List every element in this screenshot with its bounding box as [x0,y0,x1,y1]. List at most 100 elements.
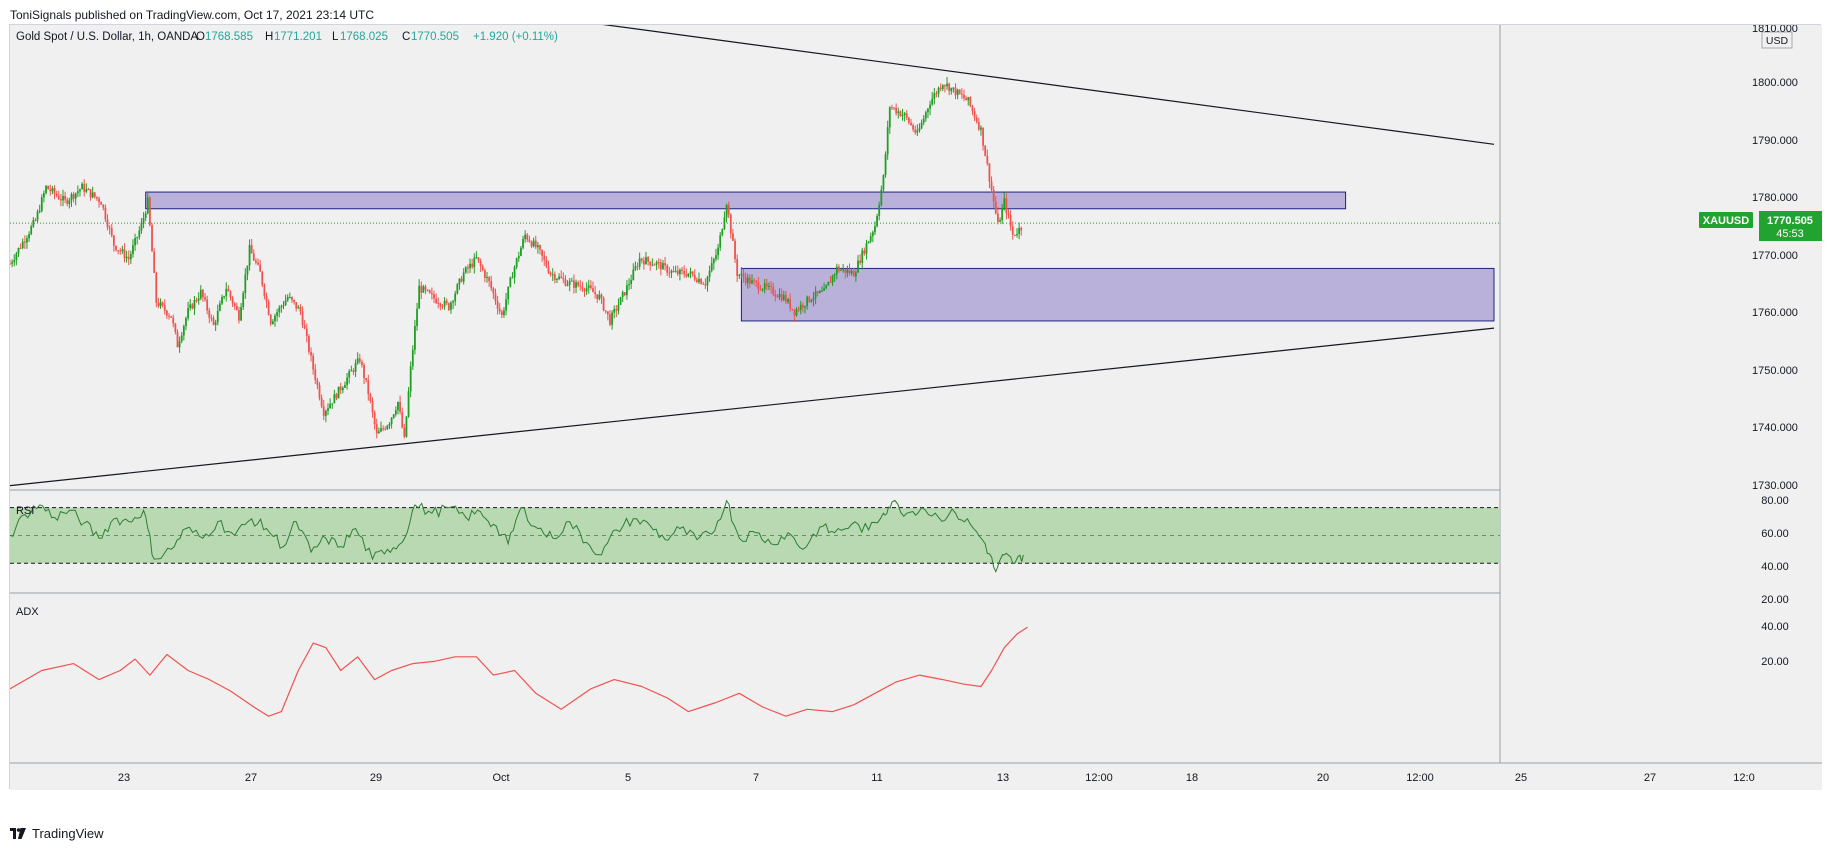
candle-body [581,286,584,290]
candle-body [388,424,391,426]
candle-body [812,298,815,301]
candle-body [59,199,62,201]
candle-body [23,241,26,243]
candle-body [199,289,202,299]
candle-body [530,241,533,247]
candle-body [742,273,745,278]
candle-body [944,85,946,87]
candle-body [479,260,482,267]
candle-body [520,247,522,256]
candle-body [132,245,134,255]
candle-body [142,218,145,224]
candle-body [193,299,196,309]
candle-body [197,298,200,301]
candle-body [191,304,194,309]
candle-body [271,321,274,324]
candle-body [437,302,440,304]
candle-body [912,125,915,130]
candle-body [838,266,840,271]
candle-body [874,226,876,233]
adx-tick: 40.00 [1761,621,1789,633]
candle-body [324,410,327,416]
candle-body [628,284,630,286]
candle-body [539,245,541,250]
candle-body [878,204,881,216]
candle-body [789,299,792,309]
candle-body [104,207,107,220]
candle-body [793,309,796,316]
candle-body [655,262,658,265]
candle-body [445,300,448,304]
candle-body [859,260,862,264]
candle-body [225,288,228,297]
chart-canvas[interactable]: Gold Spot / U.S. Dollar, 1h, OANDA O 176… [10,25,1822,790]
candle-body [844,268,847,273]
candle-body [267,301,270,315]
candle-body [263,284,266,297]
candle-body [791,308,794,310]
candle-body [182,326,185,336]
candle-body [208,310,211,318]
candle-body [920,122,923,129]
adx-line [10,626,1028,717]
candle-body [543,255,546,260]
candle-body [662,263,664,270]
last-price-labels: XAUUSD 1770.505 45:53 [1699,211,1822,241]
tradingview-brand-label: TradingView [32,826,104,841]
candle-body [558,276,560,279]
candle-body [893,107,895,109]
candle-body [223,296,226,298]
candle-body [931,98,934,105]
candle-body [816,291,819,294]
candle-body [28,234,30,239]
candle-body [91,192,94,198]
candle-body [76,191,79,194]
candle-body [916,130,919,133]
candle-body [172,317,175,324]
candle-body [956,89,959,96]
candle-body [47,185,50,190]
candle-body [121,249,124,252]
candle-body [138,230,141,238]
candle-body [405,416,408,437]
candle-body [842,268,845,270]
candle-body [990,181,993,190]
chart-frame[interactable]: Gold Spot / U.S. Dollar, 1h, OANDA O 176… [9,24,1822,790]
candle-body [861,250,864,264]
candle-body [886,127,889,155]
candle-body [51,188,54,192]
candle-body [469,263,471,269]
candle-body [218,303,221,311]
candle-body [322,406,325,416]
candle-body [157,302,160,307]
support-zone [740,267,1495,322]
candle-body [863,250,866,254]
candle-body [195,299,198,301]
candle-body [454,293,457,302]
upper-trendline [602,25,1495,145]
candle-body [573,280,575,288]
candle-body [840,269,842,271]
candle-body [303,325,306,329]
candle-body [736,259,739,276]
candle-body [278,307,281,313]
candle-body [72,194,75,199]
candle-body [954,87,957,96]
candle-body [373,412,376,425]
candle-body [848,269,851,274]
candle-body [969,97,972,106]
candle-body [102,204,105,208]
candle-body [496,301,499,309]
candle-body [958,89,961,94]
candle-body [589,285,592,289]
time-tick: 29 [370,772,382,784]
candle-body [738,274,741,276]
rsi-line [10,499,1024,573]
candle-body [602,297,605,311]
candle-body [638,258,641,267]
tradingview-brand[interactable]: TradingView [10,826,104,841]
candle-body [712,259,715,264]
candle-body [647,257,650,262]
candle-body [598,294,601,300]
candle-body [666,265,669,273]
